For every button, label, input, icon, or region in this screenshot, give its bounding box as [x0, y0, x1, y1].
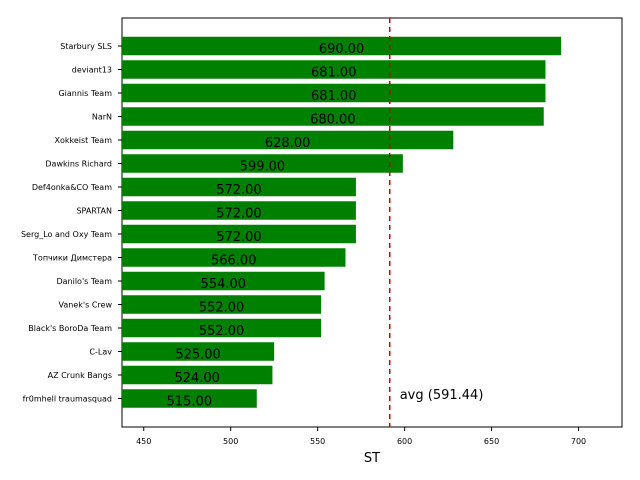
value-label: 524.00: [174, 371, 220, 386]
category-label: C-Lav: [89, 348, 112, 357]
category-label: Black's BoroDa Team: [28, 324, 112, 333]
category-label: AZ Crunk Bangs: [48, 371, 112, 380]
value-label: 680.00: [310, 113, 356, 128]
x-tick-label: 650: [484, 437, 499, 446]
category-label: deviant13: [72, 66, 112, 75]
value-label: 690.00: [319, 42, 365, 57]
category-label: Vanek's Crew: [59, 301, 113, 310]
category-label: Starbury SLS: [60, 42, 112, 51]
bar: [122, 224, 356, 244]
bar: [122, 271, 325, 291]
bar: [122, 318, 322, 338]
bar: [122, 248, 346, 267]
bar: [122, 36, 562, 56]
category-label: NarN: [92, 113, 112, 122]
category-label: Def4onka&CO Team: [32, 183, 112, 192]
category-label: SPARTAN: [76, 207, 112, 216]
value-label: 525.00: [175, 348, 221, 363]
x-axis-title: ST: [364, 451, 380, 466]
category-label: Giannis Team: [58, 89, 112, 98]
category-label: Xokkeist Team: [55, 136, 113, 145]
bar: [122, 177, 356, 197]
bar: [122, 130, 454, 150]
bar: [122, 365, 273, 385]
value-label: 552.00: [199, 324, 245, 339]
category-label: Dawkins Richard: [45, 160, 112, 169]
value-label: 572.00: [216, 230, 262, 245]
value-labels: 690.00 681.00 681.00 680.00 628.00 599.00 572.…: [167, 42, 365, 410]
value-label: 572.00: [216, 207, 262, 222]
x-tick-label: 700: [571, 437, 586, 446]
bars-group: [122, 36, 562, 408]
average-label: avg (591.44): [400, 388, 484, 403]
category-label: Danilo's Team: [56, 277, 112, 286]
x-axis-ticks: 450 500 550 600 650 700: [136, 427, 586, 446]
value-label: 599.00: [240, 160, 286, 175]
value-label: 681.00: [311, 89, 357, 104]
value-label: 552.00: [199, 301, 245, 316]
category-label: Serg_Lo and Oxy Team: [21, 230, 112, 239]
category-label: Топчики Димстера: [32, 254, 112, 263]
x-tick-label: 500: [223, 437, 238, 446]
bar: [122, 295, 322, 314]
value-label: 681.00: [311, 66, 357, 81]
plot-area: [121, 17, 623, 428]
bar: [122, 201, 356, 220]
value-label: 572.00: [216, 183, 262, 198]
bar: [122, 60, 546, 79]
x-tick-label: 600: [397, 437, 412, 446]
value-label: 566.00: [211, 254, 257, 269]
category-labels: Starbury SLS deviant13 Giannis Team NarN Xok…: [21, 42, 122, 404]
bar: [122, 154, 403, 173]
category-label: fr0mhell traumasquad: [23, 395, 112, 404]
x-tick-label: 450: [136, 437, 151, 446]
value-label: 554.00: [201, 277, 247, 292]
bar: [122, 83, 546, 103]
bar: [122, 389, 257, 408]
bar: [122, 342, 275, 361]
value-label: 515.00: [167, 395, 213, 410]
bar: [122, 107, 544, 126]
value-label: 628.00: [265, 136, 311, 151]
x-tick-label: 550: [310, 437, 325, 446]
